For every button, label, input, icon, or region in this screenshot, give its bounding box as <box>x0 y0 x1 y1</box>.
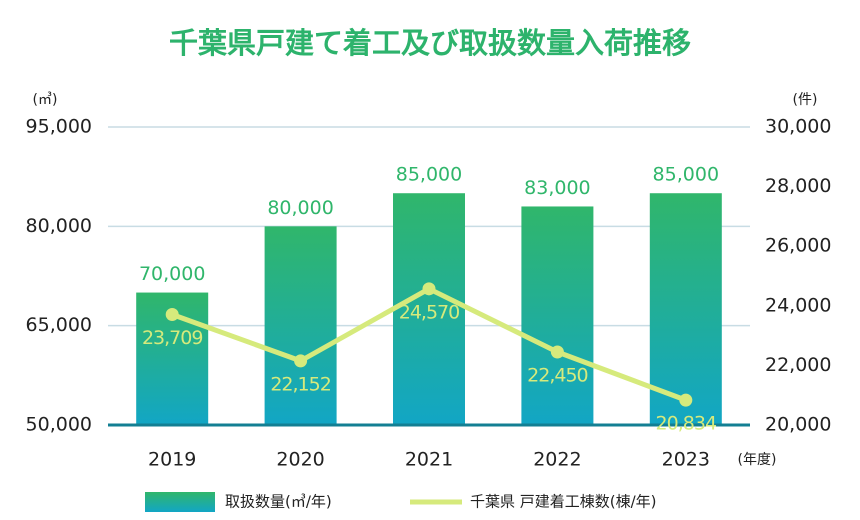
bar-value-label: 83,000 <box>524 177 590 199</box>
y2-tick-label: 28,000 <box>765 175 831 197</box>
x-tick-label: 2023 <box>662 449 710 471</box>
bar <box>649 193 722 425</box>
y2-tick-label: 26,000 <box>765 235 831 257</box>
y-tick-label: 50,000 <box>26 414 92 436</box>
x-tick-label: 2021 <box>405 449 453 471</box>
bar <box>393 193 465 425</box>
legend-label: 取扱数量(㎥/年) <box>225 493 332 511</box>
bar-value-label: 85,000 <box>653 164 719 186</box>
line-point <box>422 282 436 296</box>
bar-value-label: 85,000 <box>396 164 462 186</box>
bar-value-label: 80,000 <box>267 197 333 219</box>
y2-tick-label: 20,000 <box>765 414 831 436</box>
x-tick-label: 2019 <box>148 449 196 471</box>
y-tick-label: 65,000 <box>26 314 92 336</box>
y2-tick-label: 30,000 <box>765 116 831 138</box>
x-unit: (年度) <box>738 452 777 468</box>
line-value-label: 22,152 <box>270 373 330 395</box>
legend-swatch <box>145 492 215 512</box>
line-point <box>165 307 179 321</box>
bar <box>521 206 594 425</box>
x-tick-label: 2020 <box>276 449 324 471</box>
y-tick-label: 80,000 <box>26 215 92 237</box>
line-value-label: 20,834 <box>656 413 717 435</box>
line-point <box>679 393 693 407</box>
y-tick-label: 95,000 <box>26 116 92 138</box>
line-value-label: 22,450 <box>527 364 587 386</box>
line-value-label: 23,709 <box>142 327 202 349</box>
legend-label: 千葉県 戸建着工棟数(棟/年) <box>470 493 657 511</box>
bar <box>264 226 337 425</box>
line-point <box>294 354 308 368</box>
y-unit: (㎥) <box>33 92 58 108</box>
line-value-label: 24,570 <box>399 301 459 323</box>
y2-unit: (件) <box>793 92 818 108</box>
chart-title: 千葉県戸建て着工及び取扱数量入荷推移 <box>169 26 691 60</box>
x-tick-label: 2022 <box>533 449 581 471</box>
line-point <box>550 345 564 359</box>
y2-tick-label: 22,000 <box>765 354 831 376</box>
y2-tick-label: 24,000 <box>765 294 831 316</box>
bar-value-label: 70,000 <box>139 263 205 285</box>
